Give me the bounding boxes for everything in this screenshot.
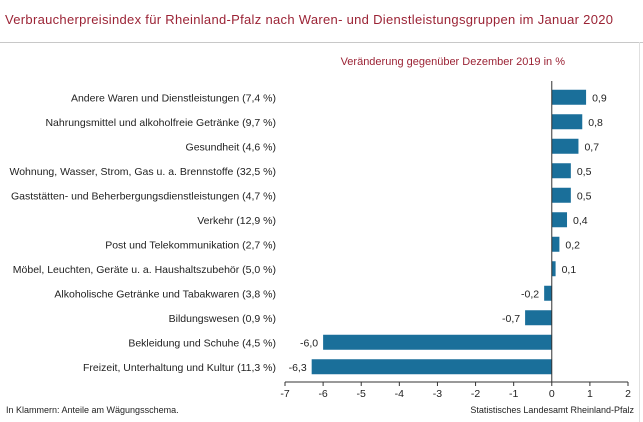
x-tick-label: 1 xyxy=(587,388,593,400)
bar xyxy=(525,310,552,326)
source-note: Statistisches Landesamt Rheinland-Pfalz xyxy=(470,405,634,415)
bar xyxy=(551,138,579,154)
category-label: Verkehr (12,9 %) xyxy=(197,215,276,227)
data-label: -0,7 xyxy=(502,313,520,325)
category-label: Nahrungsmittel und alkoholfreie Getränke… xyxy=(45,117,276,129)
title-divider xyxy=(0,42,643,43)
x-tick-label: 2 xyxy=(625,388,631,400)
footnote: In Klammern: Anteile am Wägungsschema. xyxy=(6,405,179,415)
x-tick-label: -2 xyxy=(471,388,480,400)
category-label: Alkoholische Getränke und Tabakwaren (3,… xyxy=(54,288,276,300)
x-tick-label: -6 xyxy=(318,388,327,400)
bar xyxy=(551,236,560,252)
category-label: Freizeit, Unterhaltung und Kultur (11,3 … xyxy=(83,362,276,374)
category-label: Bekleidung und Schuhe (4,5 %) xyxy=(128,337,276,349)
x-tick-label: -4 xyxy=(395,388,404,400)
x-tick-label: -1 xyxy=(509,388,518,400)
bar xyxy=(551,212,568,228)
data-label: 0,8 xyxy=(588,117,603,129)
data-label: -0,2 xyxy=(521,288,539,300)
bar xyxy=(551,187,571,203)
data-label: 0,7 xyxy=(584,141,599,153)
bar xyxy=(544,285,552,301)
data-label: 0,2 xyxy=(565,239,580,251)
x-tick-label: 0 xyxy=(549,388,555,400)
bar xyxy=(551,261,556,277)
category-label: Möbel, Leuchten, Geräte u. a. Haushaltsz… xyxy=(13,264,276,276)
data-label: 0,1 xyxy=(562,264,577,276)
category-label: Bildungswesen (0,9 %) xyxy=(169,313,276,325)
data-label: -6,0 xyxy=(300,337,318,349)
data-label: 0,5 xyxy=(577,190,592,202)
data-label: 0,4 xyxy=(573,215,588,227)
category-label: Gaststätten- und Beherbergungsdienstleis… xyxy=(11,190,276,202)
category-label: Andere Waren und Dienstleistungen (7,4 %… xyxy=(71,92,276,104)
category-label: Post und Telekommunikation (2,7 %) xyxy=(105,239,276,251)
x-tick-label: -7 xyxy=(280,388,289,400)
chart-subtitle: Veränderung gegenüber Dezember 2019 in % xyxy=(340,56,565,68)
x-tick-label: -5 xyxy=(357,388,366,400)
data-label: 0,9 xyxy=(592,92,607,104)
bar xyxy=(311,359,552,375)
chart-title: Verbraucherpreisindex für Rheinland-Pfal… xyxy=(5,12,614,27)
bar xyxy=(551,89,587,105)
data-label: 0,5 xyxy=(577,166,592,178)
frame-border xyxy=(639,42,640,422)
category-label: Wohnung, Wasser, Strom, Gas u. a. Brenns… xyxy=(9,166,276,178)
bar xyxy=(551,114,583,130)
data-label: -6,3 xyxy=(289,362,307,374)
bar xyxy=(551,163,571,179)
x-tick-label: -3 xyxy=(433,388,442,400)
bar xyxy=(323,334,552,350)
category-label: Gesundheit (4,6 %) xyxy=(186,141,276,153)
